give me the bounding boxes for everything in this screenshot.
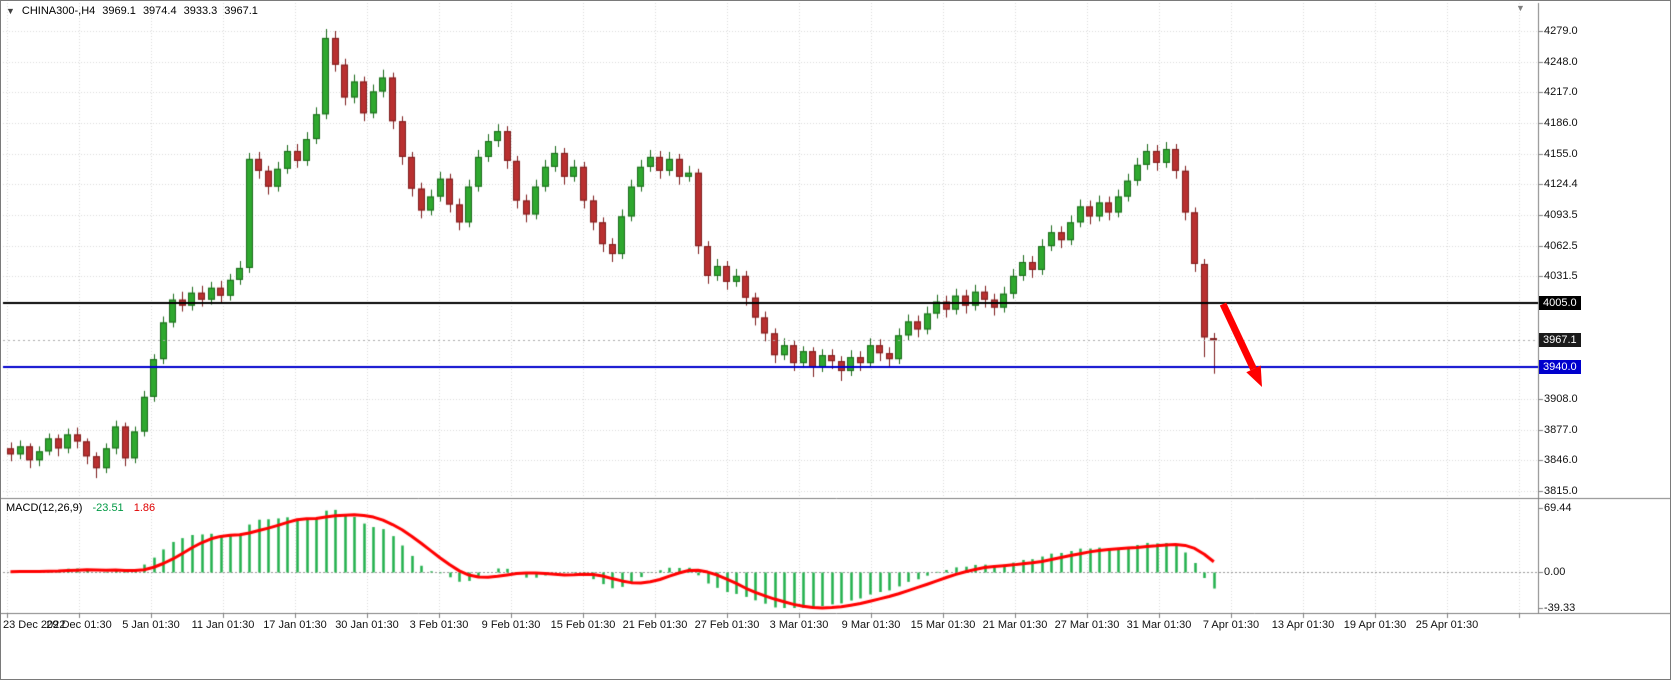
macd-name-label: MACD(12,26,9) — [6, 502, 83, 514]
one-click-trading-icon[interactable]: ▼ — [6, 6, 15, 16]
ohlc-high-value: 3974.4 — [142, 5, 177, 17]
symbol-period-label: CHINA300-,H4 — [21, 5, 96, 17]
chart-info-line: ▼ CHINA300-,H4 3969.1 3974.4 3933.3 3967… — [6, 5, 265, 17]
price-axis[interactable] — [1539, 1, 1670, 613]
macd-indicator-label: MACD(12,26,9) -23.51 1.86 — [6, 502, 155, 514]
ohlc-open-value: 3969.1 — [102, 5, 136, 17]
time-axis[interactable] — [1, 614, 1538, 640]
chart-shift-marker-icon[interactable]: ▼ — [1516, 3, 1525, 13]
ohlc-close-value: 3967.1 — [224, 5, 258, 17]
macd-signal-value: 1.86 — [133, 502, 156, 514]
ohlc-low-value: 3933.3 — [183, 5, 218, 17]
macd-main-value: -23.51 — [92, 502, 124, 514]
